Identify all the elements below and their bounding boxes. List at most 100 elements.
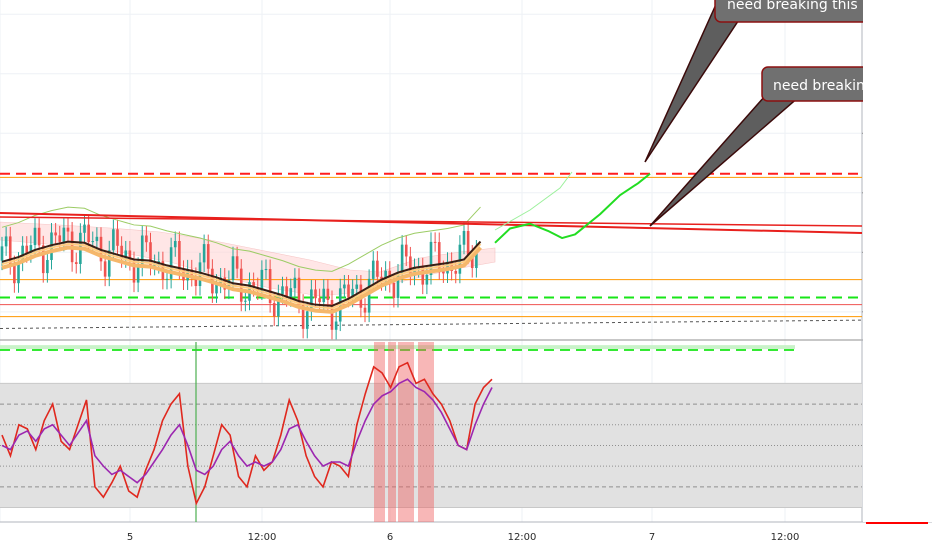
candle-body [355,284,359,289]
oscillator-series-purple [1,378,493,484]
candle-body [91,241,95,243]
candle-body [37,227,41,246]
candle-body [112,229,115,251]
candle-body [425,275,429,285]
candle-body [314,289,317,299]
candle-body [202,244,206,263]
candle-body [404,244,408,257]
candle-body [116,229,119,246]
candle-body [140,235,144,267]
ma-line-green [1,206,481,272]
oscillator-series-red [1,361,493,506]
candle-body [132,261,136,283]
candle-body [458,244,462,274]
candle-body [343,284,346,289]
callout-text: need breaking this [727,0,858,13]
candle-body [475,249,478,269]
candle-body [4,236,8,247]
candle-body [252,282,255,288]
candle-body [120,245,123,259]
candle-body [260,269,264,291]
candle-body [95,236,99,242]
candle-body [326,288,330,300]
trendline-red-1 [0,212,863,234]
candle-body [169,247,173,279]
candle-body [128,250,132,262]
support-zone [0,345,795,350]
candle-body [371,260,375,279]
candle-body [21,245,24,262]
candle-body [244,300,247,302]
candle-body [17,261,20,284]
callout-text: need breaking [773,78,874,94]
candle-body [409,256,412,276]
candle-body [272,303,276,317]
candle-body [442,270,445,274]
candle-body [25,245,29,254]
candle-body [462,230,466,245]
candle-body [50,232,53,260]
callouts: need breaking this need breaking [644,0,932,522]
candle-body [178,240,181,270]
x-tick-label: 12:00 [248,532,277,543]
candle-body [334,321,338,330]
candle-body [429,241,433,276]
x-tick-label: 12:00 [508,532,537,543]
candle-body [285,286,288,298]
candle-body [437,242,441,271]
candle-body [58,235,62,242]
candle-body [107,250,111,277]
candle-body [421,267,425,285]
candle-body [8,236,12,266]
candle-body [145,235,148,243]
candle-body [173,240,177,248]
candle-body [83,224,86,233]
candle-body [297,277,301,304]
candle-body [330,299,334,330]
candle-body [54,232,57,236]
x-tick-label: 12:00 [771,532,800,543]
ma-line-dark [1,240,482,307]
candle-body [264,269,268,271]
candle-body [149,242,152,266]
candle-body [215,283,218,294]
candle-body [281,286,284,295]
candle-body [87,224,90,243]
candle-body [351,288,354,298]
candle-body [384,270,387,282]
candle-body [363,307,367,313]
candle-body [268,269,272,304]
callout-pointer [644,0,753,163]
candle-body [165,278,169,280]
candle-body [289,288,293,298]
highlight-band [398,342,414,522]
projection-path [494,172,651,244]
candle-body [301,303,305,329]
ma-band-light [1,242,482,310]
candle-body [367,278,371,313]
candle-body [454,270,458,274]
highlight-band [418,342,434,522]
candle-body [194,276,198,287]
candle-body [318,298,321,303]
highlight-band [374,342,385,522]
candle-body [33,227,37,246]
candle-body [66,227,70,232]
x-tick-label: 6 [387,532,393,543]
candle-body [103,261,107,277]
candle-body [396,273,400,298]
candle-body [62,227,66,242]
candle-body [0,246,4,261]
price-panel [0,171,863,351]
candle-body [74,262,78,264]
x-tick-label: 7 [649,532,655,543]
candle-body [400,244,404,274]
candle-body [41,245,45,274]
candle-body [347,284,350,298]
candle-body [466,230,470,255]
candle-body [470,254,474,269]
candle-body [293,277,297,289]
candle-body [46,259,49,274]
